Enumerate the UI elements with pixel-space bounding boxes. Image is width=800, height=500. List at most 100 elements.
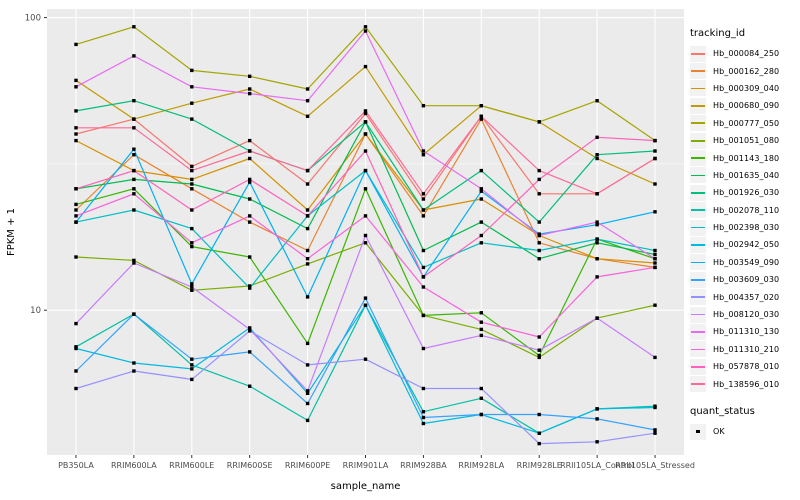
data-point <box>537 248 541 253</box>
data-point <box>305 363 310 367</box>
data-point <box>653 261 657 265</box>
data-point <box>479 189 483 193</box>
data-point <box>190 117 194 121</box>
data-point <box>190 68 194 73</box>
legend-key-line-icon <box>691 365 705 368</box>
data-point <box>248 87 252 91</box>
data-points <box>74 25 657 446</box>
legend-key-line-icon <box>691 192 705 194</box>
data-point <box>537 441 541 446</box>
data-point <box>74 208 78 212</box>
data-point <box>595 99 599 103</box>
data-point <box>190 241 194 245</box>
data-point <box>248 286 252 290</box>
legend-item-quant: OK <box>690 423 800 440</box>
data-point <box>305 389 310 393</box>
data-point <box>74 220 78 224</box>
data-point <box>421 313 426 318</box>
data-point <box>248 197 252 201</box>
data-point <box>132 54 136 58</box>
data-point <box>363 303 368 307</box>
data-point <box>421 153 426 157</box>
data-point <box>653 303 657 307</box>
legend-item-label: Hb_138596_010 <box>713 379 780 389</box>
data-point <box>653 355 657 360</box>
x-tick-label: RRIM600LA <box>111 461 157 470</box>
data-point <box>653 248 657 253</box>
data-point <box>653 265 657 270</box>
data-point <box>421 192 426 196</box>
data-point <box>421 208 426 212</box>
data-point <box>537 257 541 261</box>
data-point <box>363 357 368 361</box>
data-point <box>305 99 310 103</box>
black-square-point-icon <box>696 429 700 434</box>
x-tick-label: RRII105LA_Control <box>560 461 634 470</box>
data-point <box>74 132 78 136</box>
data-point <box>595 156 599 161</box>
x-axis-title: sample_name <box>331 481 401 492</box>
data-point <box>132 25 136 29</box>
data-point <box>190 208 194 212</box>
legend-item-label: Hb_001926_030 <box>713 188 780 198</box>
legend-item: Hb_008120_030 <box>690 306 800 323</box>
x-tick-label: RRIM600LE <box>169 461 214 470</box>
data-point <box>479 197 483 201</box>
data-point <box>479 117 483 121</box>
data-point <box>305 226 310 231</box>
legend-key <box>690 289 706 306</box>
data-point <box>248 149 252 153</box>
legend-item-label: Hb_001143_180 <box>713 153 780 163</box>
data-point <box>305 391 310 395</box>
data-point <box>74 126 78 130</box>
legend-key-line-icon <box>691 313 705 316</box>
legend-item-label: Hb_001051_080 <box>713 136 780 146</box>
legend-tracking-items: Hb_000084_250 Hb_000162_280 Hb_000309_040 H… <box>690 45 800 393</box>
legend-item-label: Hb_000162_280 <box>713 66 780 76</box>
data-point <box>595 417 599 421</box>
data-point <box>595 237 599 241</box>
data-point <box>305 257 310 261</box>
data-point <box>132 369 136 373</box>
legend-key <box>690 132 706 149</box>
legend-key <box>690 341 706 358</box>
legend-key-line-icon <box>691 296 705 299</box>
legend-item: Hb_057878_010 <box>690 358 800 375</box>
data-point <box>537 168 541 173</box>
legend-item: Hb_011310_130 <box>690 323 800 340</box>
legend-title-tracking-id: tracking_id <box>690 28 746 39</box>
data-point <box>248 384 252 388</box>
data-point <box>248 156 252 161</box>
data-point <box>305 295 310 299</box>
legend-key <box>690 202 706 219</box>
legend-item-label: Hb_011310_130 <box>713 327 780 337</box>
data-point <box>132 312 136 316</box>
data-point <box>595 192 599 196</box>
data-point <box>190 357 194 361</box>
data-point <box>132 126 136 130</box>
legend-key-line-icon <box>691 226 705 229</box>
data-point <box>653 257 657 261</box>
legend-key-line-icon <box>691 331 705 333</box>
axis-ticks <box>44 17 656 458</box>
legend: tracking_id Hb_000084_250 Hb_000162_280 Hb… <box>690 28 800 440</box>
legend-key-line-icon <box>691 87 705 90</box>
legend-item-label: Hb_002398_030 <box>713 223 780 233</box>
data-point <box>363 120 368 124</box>
data-point <box>479 327 483 332</box>
data-point <box>537 348 541 352</box>
data-point <box>421 285 426 289</box>
data-point <box>479 320 483 324</box>
legend-item-label: Hb_002942_050 <box>713 240 780 250</box>
data-point <box>537 241 541 245</box>
legend-key-line-icon <box>691 278 705 281</box>
data-point <box>653 252 657 257</box>
data-point <box>248 220 252 224</box>
legend-quant-items: OK <box>690 423 800 440</box>
data-point <box>74 255 78 259</box>
data-point <box>595 257 599 261</box>
data-point <box>74 386 78 391</box>
y-tick-label: 10 <box>30 306 41 316</box>
